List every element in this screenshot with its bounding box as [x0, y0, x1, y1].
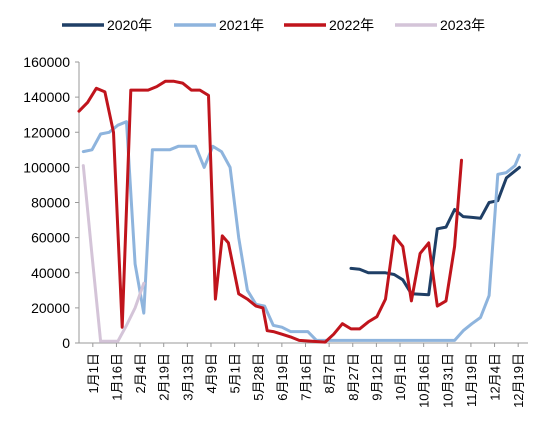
x-tick-label: 8月27日: [346, 353, 361, 401]
legend-label: 2021年: [219, 17, 264, 33]
series-line-3: [81, 164, 146, 343]
y-tick-label: 100000: [23, 159, 70, 175]
x-tick-label: 3月13日: [180, 353, 195, 401]
series-layer: [77, 79, 521, 344]
legend-label: 2023年: [440, 17, 485, 33]
x-tick-label: 1月16日: [109, 353, 124, 401]
x-tick-label: 7月16日: [299, 353, 314, 401]
x-tick-label: 11月19日: [464, 353, 479, 407]
x-tick-label: 8月7日: [322, 353, 337, 393]
series-line-0: [349, 165, 521, 297]
y-tick-label: 20000: [31, 300, 70, 316]
x-tick-label: 10月31日: [440, 353, 455, 408]
x-tick-label: 12月19日: [511, 353, 526, 408]
x-tick-label: 5月1日: [228, 353, 243, 393]
x-axis: 1月1日 1月16日 2月4日 2月19日 3月13日 4月9日 5月1日 5月28日 6月19…: [79, 342, 528, 408]
y-tick-label: 140000: [23, 89, 70, 105]
x-tick-label: 2月4日: [133, 353, 148, 393]
x-tick-label: 6月19日: [275, 353, 290, 401]
legend-label: 2022年: [329, 17, 374, 33]
x-tick-label: 10月16日: [417, 353, 432, 408]
y-tick-label: 0: [62, 335, 70, 351]
x-tick-label: 2月19日: [157, 353, 172, 401]
y-tick-label: 40000: [31, 265, 70, 281]
x-tick-label: 5月28日: [251, 353, 266, 401]
x-tick-label: 4月9日: [204, 353, 219, 393]
x-tick-label: 12月4日: [488, 353, 503, 401]
legend-label: 2020年: [107, 17, 152, 33]
y-axis: 0 20000 40000 60000 80000 100000 120000 140000 1…: [23, 54, 80, 351]
y-tick-label: 60000: [31, 230, 70, 246]
x-tick-label: 9月12日: [369, 353, 384, 401]
y-tick-label: 120000: [23, 124, 70, 140]
x-tick-label: 1月1日: [86, 353, 101, 393]
series-line-2: [77, 79, 463, 344]
legend: 2020年 2021年 2022年 2023年: [62, 17, 485, 33]
y-tick-label: 160000: [23, 54, 70, 70]
x-tick-label: 10月1日: [393, 353, 408, 401]
series-line-1: [81, 120, 521, 342]
y-tick-label: 80000: [31, 195, 70, 211]
